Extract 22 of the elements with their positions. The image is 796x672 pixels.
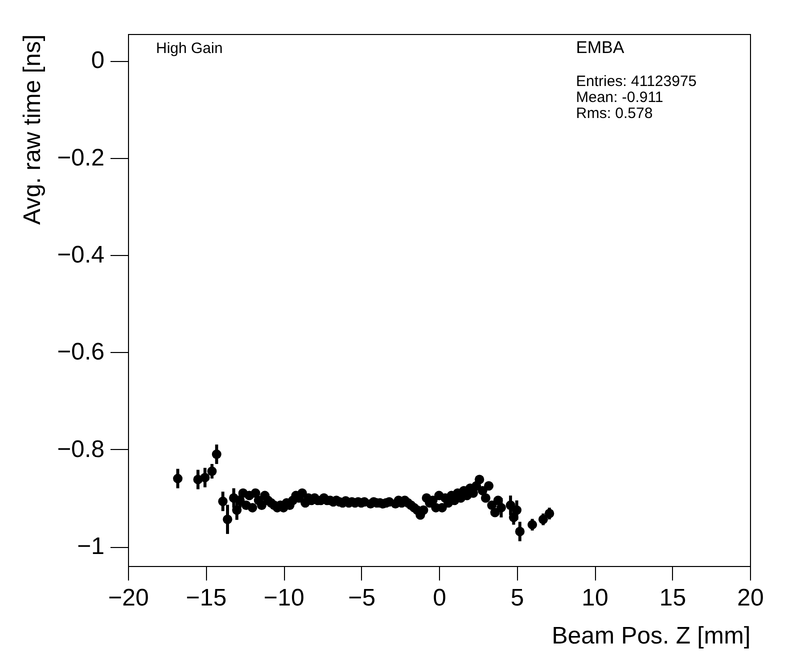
annotation: Entries: 41123975: [576, 73, 697, 90]
y-tick-label: −1: [77, 533, 104, 560]
x-tick-label: −5: [348, 584, 376, 612]
annotation: Rms: 0.578: [576, 105, 653, 122]
y-tick-label: 0: [91, 47, 104, 74]
y-tick-label: −0.6: [57, 338, 104, 366]
annotation: High Gain: [156, 40, 223, 57]
x-axis-title: Beam Pos. Z [mm]: [552, 622, 750, 650]
x-tick-label: 20: [737, 584, 764, 612]
annotation: EMBA: [576, 38, 625, 57]
y-axis-title: Avg. raw time [ns]: [19, 34, 46, 225]
x-tick-label: 10: [582, 584, 608, 612]
x-tick-label: −20: [108, 584, 149, 612]
x-tick-label: −15: [186, 584, 227, 612]
x-tick-label: 0: [432, 584, 446, 612]
x-tick-label: −10: [264, 584, 304, 612]
annotation: Mean: -0.911: [576, 89, 664, 106]
x-tick-label: 15: [659, 584, 686, 612]
y-tick-label: −0.4: [57, 242, 104, 269]
y-tick-label: −0.2: [57, 144, 104, 172]
y-tick-label: −0.8: [57, 436, 104, 463]
x-tick-label: 5: [510, 584, 524, 612]
